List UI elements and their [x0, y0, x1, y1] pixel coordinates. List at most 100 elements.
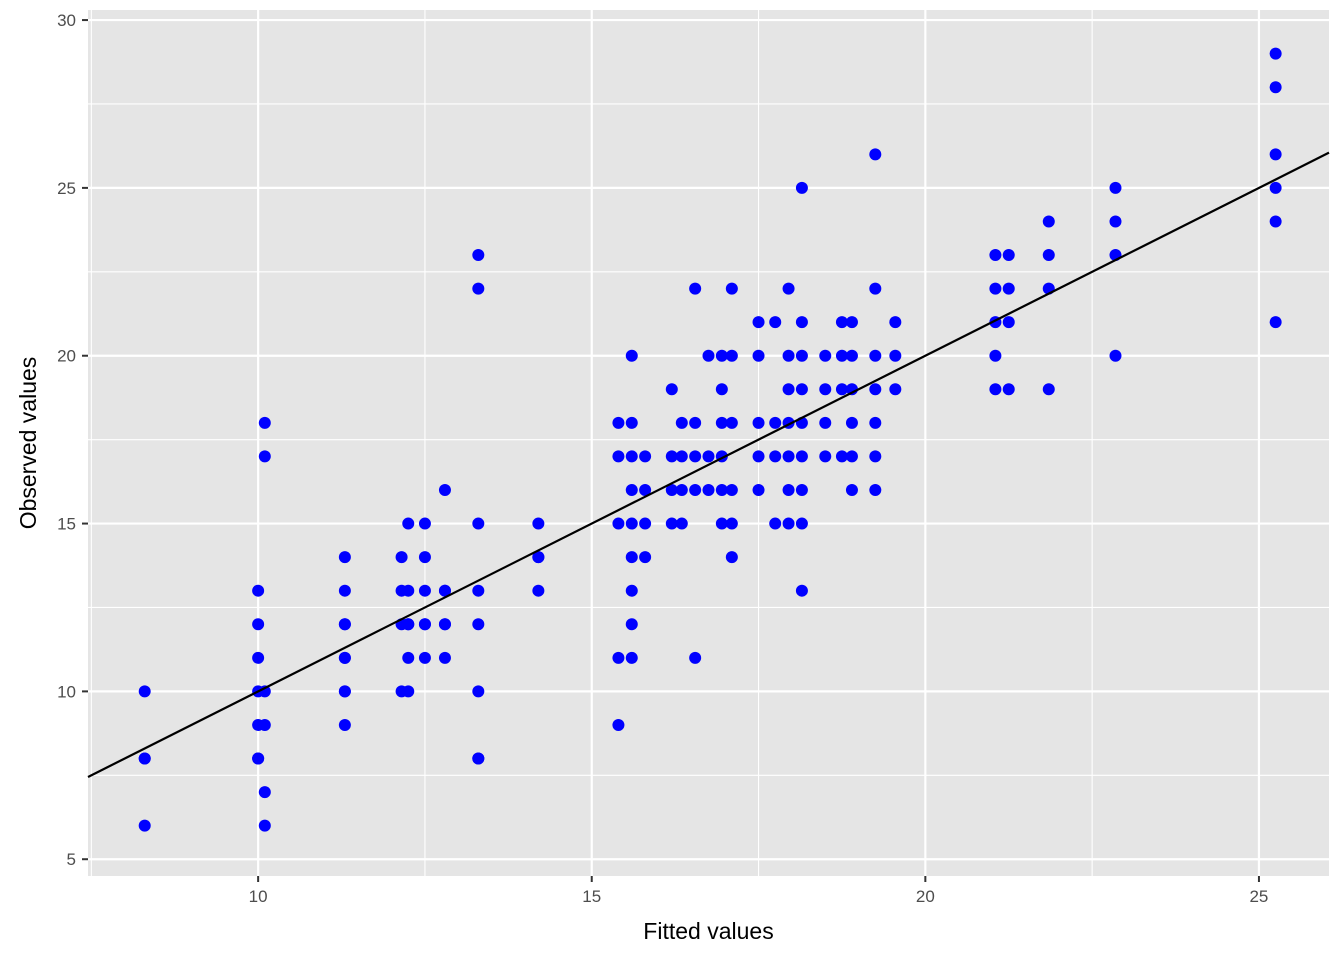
data-point	[338, 618, 351, 631]
x-tick-label: 20	[916, 887, 935, 906]
data-point	[725, 517, 738, 530]
data-point	[752, 349, 765, 362]
data-point	[675, 517, 688, 530]
data-point	[395, 551, 408, 564]
data-point	[795, 316, 808, 329]
data-point	[258, 786, 271, 799]
data-point	[795, 584, 808, 597]
data-point	[665, 483, 678, 496]
data-point	[889, 383, 902, 396]
data-point	[625, 584, 638, 597]
data-point	[869, 282, 882, 295]
data-point	[715, 483, 728, 496]
data-point	[1109, 181, 1122, 194]
data-point	[252, 618, 265, 631]
data-point	[845, 416, 858, 429]
data-point	[625, 517, 638, 530]
data-point	[1042, 249, 1055, 262]
data-point	[1269, 47, 1282, 60]
data-point	[869, 383, 882, 396]
data-point	[675, 450, 688, 463]
data-point	[138, 819, 151, 832]
data-point	[702, 483, 715, 496]
data-point	[612, 450, 625, 463]
y-tick-label: 5	[67, 850, 76, 869]
data-point	[1269, 215, 1282, 228]
data-point	[819, 450, 832, 463]
data-point	[689, 282, 702, 295]
data-point	[869, 416, 882, 429]
data-point	[819, 416, 832, 429]
data-point	[845, 450, 858, 463]
data-point	[532, 517, 545, 530]
data-point	[835, 316, 848, 329]
fit-line	[87, 151, 1330, 778]
data-point	[715, 383, 728, 396]
data-point	[782, 483, 795, 496]
x-tick-label: 25	[1249, 887, 1268, 906]
data-point	[725, 483, 738, 496]
data-point	[472, 249, 485, 262]
data-point	[702, 349, 715, 362]
data-point	[438, 618, 451, 631]
data-point	[639, 517, 652, 530]
data-point	[665, 517, 678, 530]
data-point	[795, 181, 808, 194]
data-point	[639, 483, 652, 496]
data-point	[782, 517, 795, 530]
data-point	[138, 752, 151, 765]
data-point	[795, 483, 808, 496]
data-point	[689, 483, 702, 496]
data-point	[665, 450, 678, 463]
data-point	[835, 349, 848, 362]
data-point	[675, 416, 688, 429]
data-point	[752, 416, 765, 429]
y-tick-label: 30	[57, 11, 76, 30]
data-point	[769, 517, 782, 530]
data-point	[675, 483, 688, 496]
data-point	[1109, 215, 1122, 228]
data-point	[769, 450, 782, 463]
data-point	[689, 450, 702, 463]
data-point	[835, 383, 848, 396]
data-point	[472, 282, 485, 295]
data-point	[625, 551, 638, 564]
data-point	[258, 450, 271, 463]
data-point	[869, 148, 882, 161]
data-point	[402, 685, 415, 698]
data-point	[138, 685, 151, 698]
data-point	[725, 416, 738, 429]
data-point	[769, 416, 782, 429]
data-point	[989, 383, 1002, 396]
data-point	[625, 450, 638, 463]
data-point	[989, 249, 1002, 262]
data-point	[725, 349, 738, 362]
data-point	[418, 651, 431, 664]
data-point	[258, 416, 271, 429]
data-point	[402, 618, 415, 631]
data-point	[338, 718, 351, 731]
data-point	[835, 450, 848, 463]
data-point	[819, 383, 832, 396]
data-point	[472, 618, 485, 631]
data-point	[769, 316, 782, 329]
data-point	[438, 483, 451, 496]
data-point	[752, 316, 765, 329]
data-point	[795, 517, 808, 530]
data-point	[402, 651, 415, 664]
data-point	[258, 819, 271, 832]
data-point	[845, 349, 858, 362]
x-axis-title: Fitted values	[643, 918, 773, 944]
y-axis-ticks: 5 10 15 20 25 30	[57, 11, 88, 869]
x-tick-label: 10	[249, 887, 268, 906]
data-point	[252, 651, 265, 664]
plot-panel	[88, 10, 1329, 876]
data-point	[989, 349, 1002, 362]
data-point	[715, 416, 728, 429]
data-point	[725, 551, 738, 564]
y-tick-label: 20	[57, 347, 76, 366]
data-point	[472, 685, 485, 698]
data-point	[532, 584, 545, 597]
data-point	[869, 450, 882, 463]
data-point	[1109, 349, 1122, 362]
